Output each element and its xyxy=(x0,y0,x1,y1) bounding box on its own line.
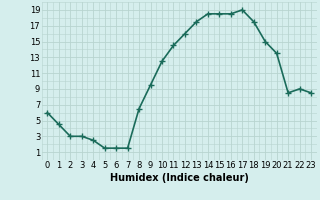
X-axis label: Humidex (Indice chaleur): Humidex (Indice chaleur) xyxy=(110,173,249,183)
